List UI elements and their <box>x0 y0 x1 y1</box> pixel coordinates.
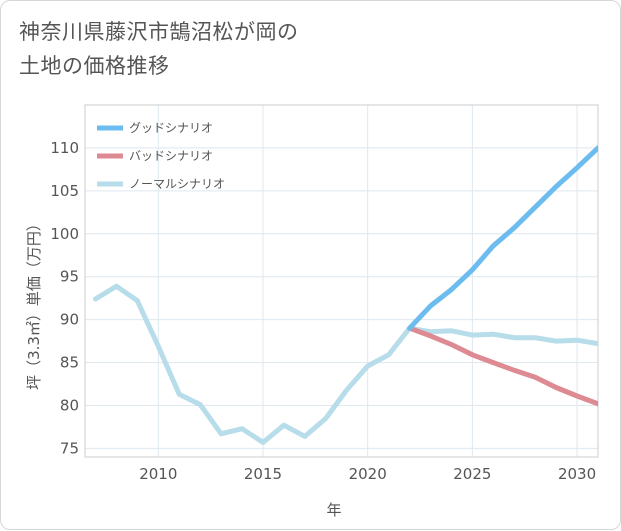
grid-lines <box>85 105 598 457</box>
legend-label-bad: バッドシナリオ <box>129 149 213 163</box>
x-tick-label: 2025 <box>453 465 491 483</box>
x-tick-label: 2015 <box>244 465 282 483</box>
chart-title-line1: 神奈川県藤沢市鵠沼松が岡の <box>19 20 299 44</box>
x-tick-label: 2020 <box>349 465 387 483</box>
y-tick-label: 75 <box>60 439 79 457</box>
y-tick-label: 100 <box>50 225 79 243</box>
y-tick-labels: 75 80 85 90 95 100 105 110 <box>50 139 79 457</box>
y-axis-title: 坪（3.3㎡）単価（万円） <box>25 216 43 390</box>
legend-label-normal: ノーマルシナリオ <box>129 177 225 191</box>
x-axis-title: 年 <box>326 501 341 519</box>
x-tick-labels: 2010 2015 2020 2025 2030 <box>139 465 596 483</box>
series-line-bad <box>407 325 598 407</box>
y-tick-label: 110 <box>50 139 79 157</box>
y-tick-label: 95 <box>60 268 79 286</box>
x-tick-label: 2030 <box>558 465 596 483</box>
plot-border <box>84 104 599 458</box>
series-group <box>93 145 598 445</box>
x-tick-label: 2010 <box>139 465 177 483</box>
y-tick-label: 90 <box>60 311 79 329</box>
series-line-normal <box>93 283 598 445</box>
y-tick-label: 105 <box>50 182 79 200</box>
chart-title-line2: 土地の価格推移 <box>19 54 170 78</box>
chart-title: 神奈川県藤沢市鵠沼松が岡の 土地の価格推移 <box>19 15 599 83</box>
y-tick-label: 85 <box>60 354 79 372</box>
y-tick-label: 80 <box>60 396 79 414</box>
legend-label-good: グッドシナリオ <box>129 121 213 135</box>
series-line-good <box>407 145 598 331</box>
